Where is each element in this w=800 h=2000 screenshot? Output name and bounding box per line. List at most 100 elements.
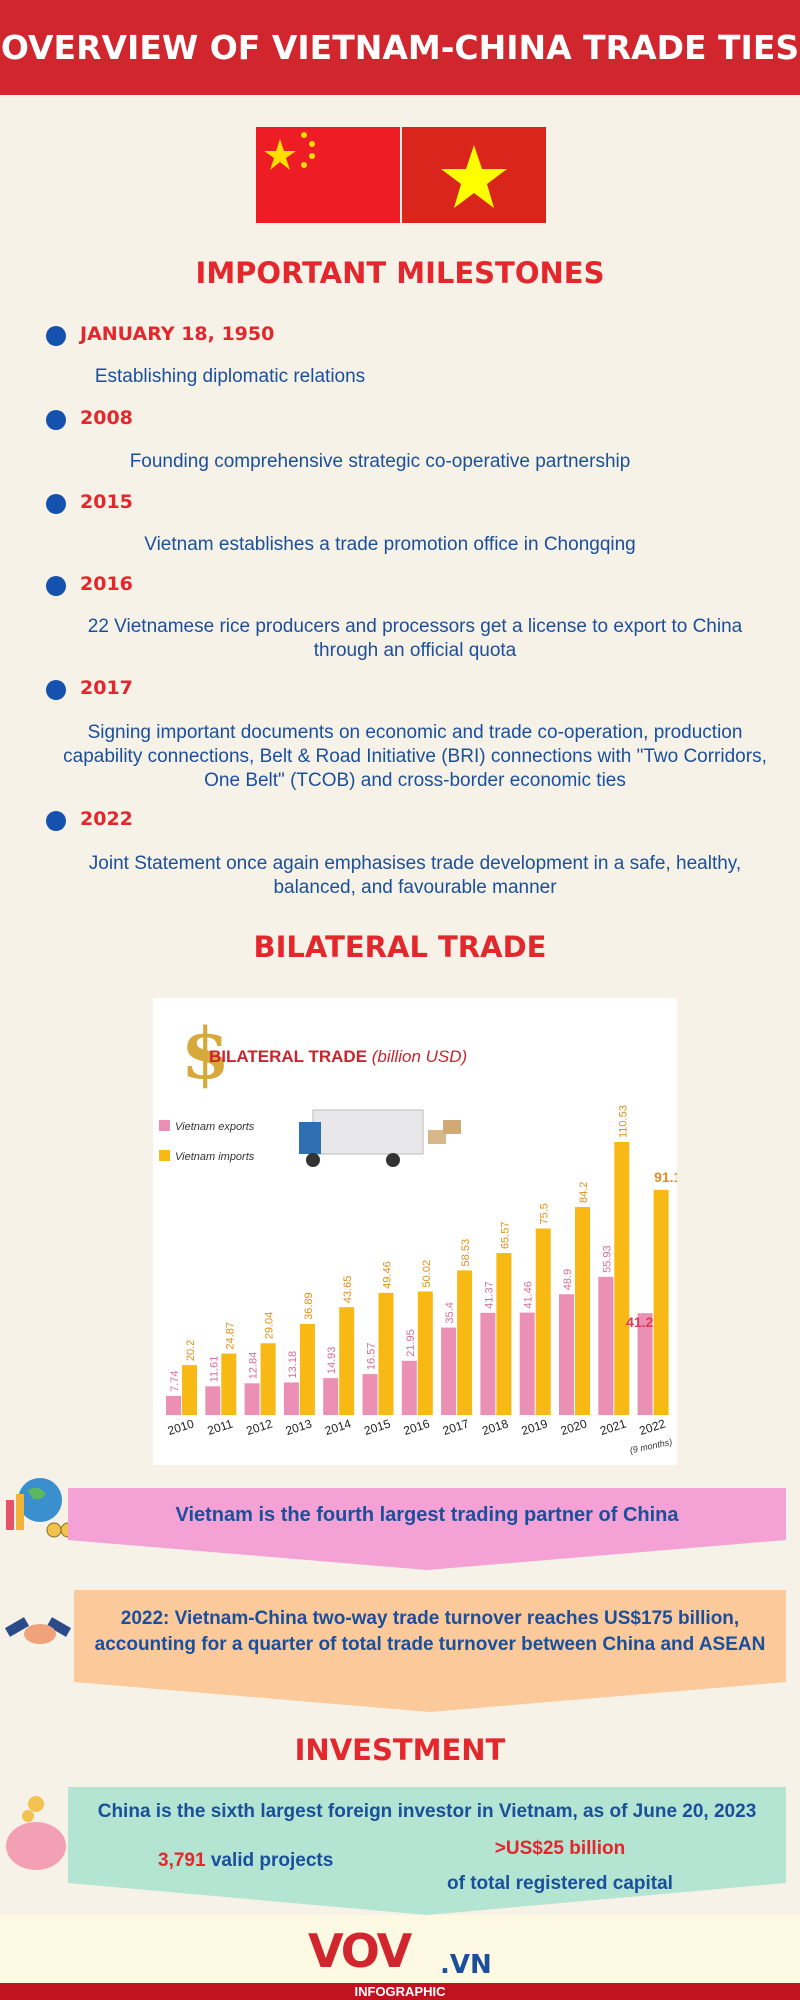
fact-text: 2022: Vietnam-China two-way trade turnov… [94, 1608, 766, 1655]
value-label: 36.89 [303, 1292, 315, 1320]
value-label: 41.22 [626, 1314, 661, 1330]
flags [256, 127, 546, 223]
x-tick-label: 2018 [480, 1416, 510, 1438]
bar [637, 1313, 653, 1415]
bar [339, 1307, 355, 1415]
fact-banner [74, 1590, 786, 1712]
piggy-icon [6, 1796, 66, 1870]
milestone-text: 22 Vietnamese rice producers and process… [87, 616, 743, 661]
dollar-icon: $ [181, 1012, 230, 1095]
chart-subtitle: (billion USD) [372, 1047, 467, 1066]
capital-label: of total registered capital [447, 1873, 673, 1894]
logo-domain: .VN [440, 1950, 492, 1980]
value-label: 11.61 [208, 1356, 220, 1383]
x-tick-label: 2019 [520, 1416, 550, 1438]
bar [299, 1323, 315, 1415]
bar [260, 1343, 276, 1415]
investment-headline: China is the sixth largest foreign inves… [97, 1801, 757, 1822]
projects-value: 3,791 [158, 1850, 206, 1871]
bar [166, 1395, 181, 1415]
footer-band [0, 1983, 800, 2000]
milestone-text: Vietnam establishes a trade promotion of… [144, 534, 636, 555]
china-flag [256, 127, 400, 223]
value-label: 91.16 [654, 1169, 677, 1185]
bar [417, 1291, 433, 1415]
fact-text: Vietnam is the fourth largest trading pa… [175, 1504, 679, 1526]
milestone-date: 2015 [80, 491, 133, 513]
x-tick-label: 2020 [559, 1416, 589, 1438]
milestone-text: Founding comprehensive strategic co-oper… [129, 451, 631, 472]
x-tick-label: 2010 [166, 1416, 196, 1438]
value-label: 41.37 [483, 1281, 495, 1309]
bar [575, 1207, 590, 1415]
value-label: 21.95 [405, 1329, 417, 1357]
value-label: 58.53 [460, 1239, 472, 1267]
value-label: 7.74 [169, 1370, 181, 1391]
projects-label: valid projects [210, 1850, 334, 1871]
bar [598, 1276, 614, 1415]
bullet [46, 811, 66, 831]
milestone-date: 2017 [80, 677, 133, 699]
truck-illustration [299, 1109, 461, 1167]
milestone-date: 2016 [80, 573, 133, 595]
value-label: 55.93 [601, 1245, 613, 1273]
bar [519, 1312, 535, 1415]
section-title: IMPORTANT MILESTONES [195, 256, 605, 290]
section-title: INVESTMENT [294, 1733, 506, 1767]
bar [182, 1365, 197, 1415]
bullet [46, 576, 66, 596]
x-tick-label: 2017 [441, 1416, 471, 1438]
x-tick-label: 2015 [362, 1416, 392, 1438]
bar [480, 1312, 496, 1415]
flag-star [301, 162, 307, 168]
chart: $ BILATERAL TRADE (billion USD) Vietnam … [153, 998, 677, 1465]
legend-swatch [159, 1120, 170, 1131]
value-label: 24.87 [224, 1322, 236, 1350]
flag-star [441, 145, 507, 208]
x-tick-label: 2022 [638, 1416, 668, 1438]
value-label: 14.93 [326, 1347, 338, 1375]
bar [323, 1378, 339, 1415]
value-label: 75.5 [539, 1203, 551, 1224]
value-label: 43.65 [342, 1276, 354, 1304]
x-tick-label: 2012 [245, 1416, 275, 1438]
bar [401, 1360, 417, 1415]
x-note: (9 months) [629, 1437, 673, 1456]
bar [457, 1270, 473, 1415]
value-label: 13.18 [287, 1351, 299, 1379]
flag-star [309, 153, 315, 159]
milestone-text: Signing important documents on economic … [63, 722, 767, 791]
flag-star [309, 141, 315, 147]
flag-star [301, 132, 307, 138]
x-tick-label: 2013 [284, 1416, 314, 1438]
bar [653, 1189, 669, 1415]
milestone-text: Establishing diplomatic relations [94, 366, 366, 387]
footer [0, 1915, 800, 1983]
chart-title: BILATERAL TRADE [209, 1047, 367, 1066]
value-label: 65.57 [499, 1222, 511, 1250]
footer-tag: INFOGRAPHIC [354, 1984, 446, 1999]
bar [244, 1383, 260, 1415]
value-label: 12.84 [248, 1352, 260, 1380]
fact-banner [68, 1488, 786, 1570]
value-label: 84.2 [578, 1182, 590, 1203]
legend-label: Vietnam exports [175, 1121, 255, 1133]
x-tick-label: 2016 [402, 1416, 432, 1438]
page-title: OVERVIEW OF VIETNAM-CHINA TRADE TIES [0, 28, 800, 67]
value-label: 110.53 [617, 1105, 629, 1138]
handshake-icon [4, 1617, 72, 1644]
value-label: 50.02 [421, 1260, 433, 1288]
bar [559, 1294, 574, 1415]
bar [362, 1374, 378, 1415]
bar [614, 1142, 630, 1415]
milestone-text: Joint Statement once again emphasises tr… [88, 853, 742, 898]
bar [378, 1292, 394, 1415]
capital-value: >US$25 billion [494, 1838, 626, 1859]
logo: VOV [308, 1924, 412, 1978]
bullet [46, 326, 66, 346]
investment-banner [68, 1787, 786, 1915]
value-label: 49.46 [382, 1261, 394, 1289]
bar [221, 1353, 237, 1415]
